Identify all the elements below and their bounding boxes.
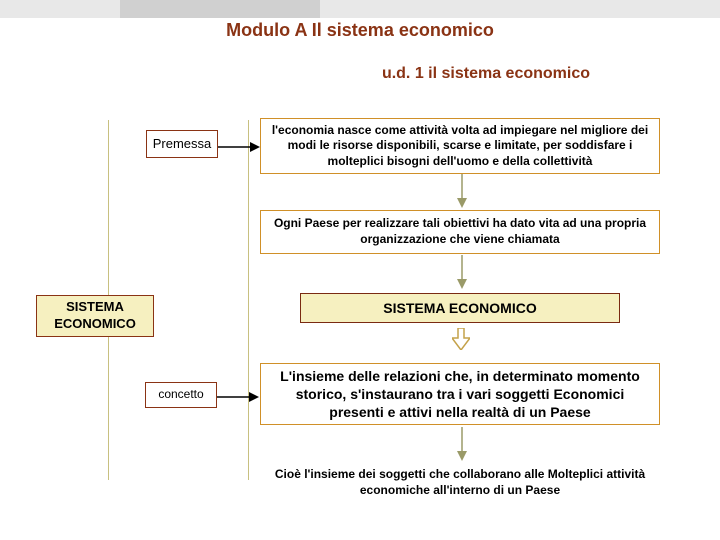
- page-subtitle: u.d. 1 il sistema economico: [382, 65, 590, 83]
- hollow-arrow-icon: [452, 328, 470, 350]
- arrow-premessa-to-def1: [218, 140, 260, 154]
- sistema-center-text: SISTEMA ECONOMICO: [383, 299, 537, 317]
- definition-2-text: Ogni Paese per realizzare tali obiettivi…: [269, 216, 651, 247]
- final-text-box: Cioè l'insieme dei soggetti che collabor…: [260, 463, 660, 503]
- relations-text: L'insieme delle relazioni che, in determ…: [271, 367, 649, 422]
- sistema-side-box: SISTEMA ECONOMICO: [36, 295, 154, 337]
- concetto-label: concetto: [158, 387, 203, 403]
- premessa-label: Premessa: [153, 136, 212, 153]
- definition-1-text: l'economia nasce come attività volta ad …: [269, 123, 651, 170]
- page-title: Modulo A Il sistema economico: [0, 20, 720, 41]
- header-band: [0, 0, 720, 18]
- arrow-concetto-to-rel: [217, 390, 259, 404]
- sistema-center-box: SISTEMA ECONOMICO: [300, 293, 620, 323]
- concetto-box: concetto: [145, 382, 217, 408]
- definition-1-box: l'economia nasce come attività volta ad …: [260, 118, 660, 174]
- guide-line-right: [248, 120, 249, 480]
- premessa-box: Premessa: [146, 130, 218, 158]
- sistema-side-text: SISTEMA ECONOMICO: [39, 299, 151, 333]
- arrow-def1-to-def2: [455, 174, 469, 208]
- header-grey-block: [120, 0, 320, 18]
- arrow-def2-to-center: [455, 255, 469, 289]
- arrow-rel-to-final: [455, 427, 469, 461]
- definition-2-box: Ogni Paese per realizzare tali obiettivi…: [260, 210, 660, 254]
- relations-box: L'insieme delle relazioni che, in determ…: [260, 363, 660, 425]
- final-text: Cioè l'insieme dei soggetti che collabor…: [260, 467, 660, 498]
